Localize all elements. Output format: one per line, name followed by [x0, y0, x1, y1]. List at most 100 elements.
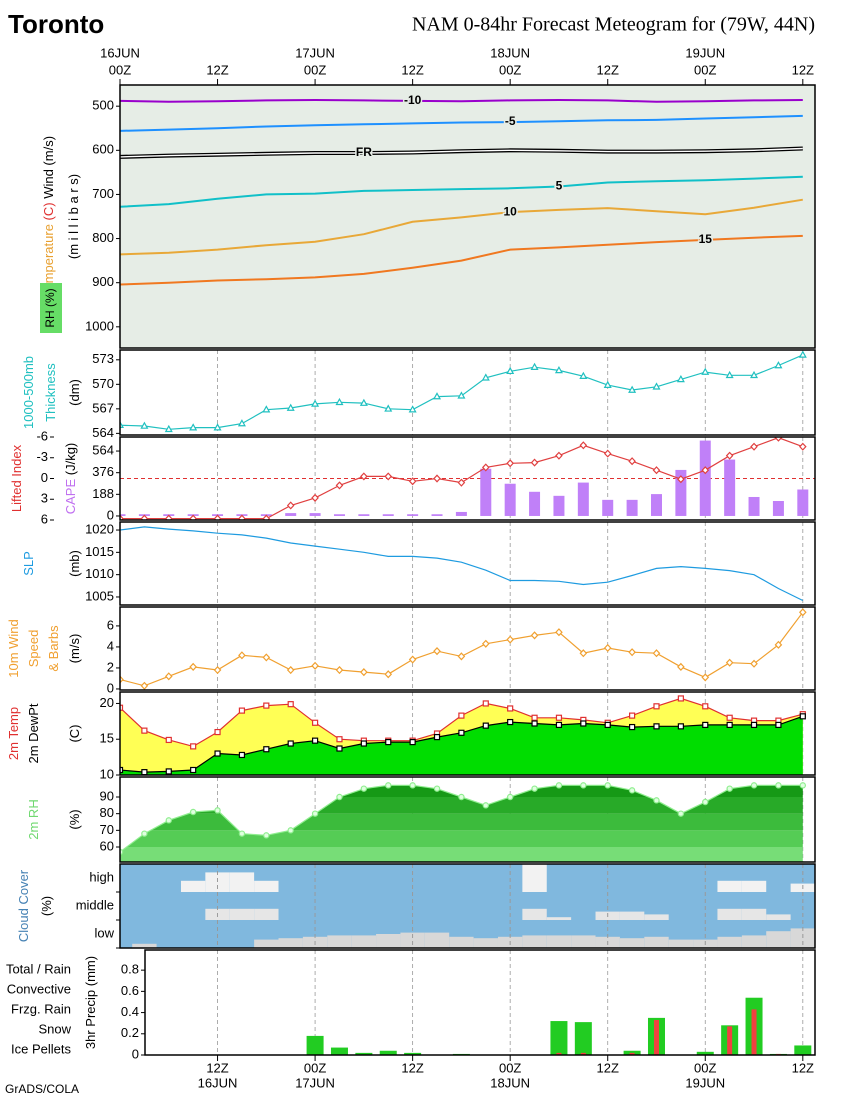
marker — [530, 362, 539, 370]
marker — [798, 608, 807, 617]
marker — [458, 793, 465, 801]
bottom-date-label: 19JUN — [685, 1075, 725, 1090]
marker — [799, 782, 807, 789]
area-band — [120, 847, 803, 862]
marker — [482, 722, 489, 729]
marker — [677, 475, 685, 484]
marker — [287, 827, 294, 834]
title: NAM 0-84hr Forecast Meteogram for (79W, … — [412, 14, 815, 36]
bar — [626, 499, 638, 516]
axis-title-part: 2m Temp — [6, 707, 21, 760]
axis-title: 3hr Precip (mm) — [83, 956, 98, 1049]
cloud-bar — [376, 934, 401, 948]
cloud-bar — [254, 880, 279, 892]
axis-title-part: 3hr Precip (mm) — [83, 956, 98, 1049]
cloud-level-label: middle — [76, 897, 114, 912]
marker — [190, 743, 197, 750]
precip-bar — [404, 1052, 422, 1055]
marker — [653, 723, 660, 730]
y-tick-label: 700 — [92, 186, 114, 201]
marker — [555, 714, 563, 721]
panel — [120, 522, 804, 605]
axis-title-part: (mb) — [67, 550, 82, 577]
top-tick-label: 00Z — [304, 62, 326, 77]
precip-bar — [556, 1052, 562, 1055]
panel-frame — [119, 863, 816, 949]
y-tick-label: 4 — [107, 638, 114, 653]
marker — [385, 782, 392, 789]
marker — [360, 740, 367, 747]
y-tick-label: 0.8 — [121, 962, 139, 977]
marker — [531, 785, 538, 792]
marker — [311, 493, 319, 502]
footer: GrADS/COLA — [5, 1082, 79, 1096]
y-tick-label: 1015 — [85, 544, 114, 559]
marker — [750, 659, 758, 668]
area-bands — [120, 785, 803, 862]
axis-title: 10m Wind — [6, 619, 21, 678]
marker — [164, 672, 173, 681]
axis-title: Temperature (C) Wind (m/s) — [41, 136, 56, 297]
marker — [262, 514, 271, 520]
marker — [482, 700, 489, 707]
marker — [458, 729, 465, 736]
y-tick-label: 0 — [107, 680, 114, 695]
marker — [141, 727, 148, 734]
marker — [336, 793, 343, 801]
location: Toronto — [8, 9, 104, 39]
marker — [555, 451, 563, 460]
panel-frame — [119, 521, 816, 606]
bottom-tick-label: 00Z — [694, 1060, 716, 1075]
marker — [189, 808, 197, 816]
cloud-bar — [254, 908, 279, 920]
marker — [580, 720, 587, 727]
axis-title: 2m DewPt — [26, 703, 41, 763]
marker — [140, 514, 149, 520]
marker — [120, 766, 124, 774]
bar — [407, 514, 419, 516]
panel-frame — [119, 436, 816, 521]
axis-title: (%) — [39, 896, 54, 916]
bottom-date-label: 17JUN — [295, 1075, 335, 1090]
marker — [311, 661, 319, 670]
marker — [262, 653, 271, 662]
cloud-bar — [473, 938, 498, 948]
marker — [384, 472, 393, 481]
axis-title-part: Speed — [26, 630, 41, 668]
axis-title: Lifted Index — [9, 444, 24, 512]
axis-title: SLP — [21, 551, 36, 576]
top-date-label: 19JUN — [685, 45, 725, 60]
bar — [480, 468, 492, 516]
axis-title-part: Thickness — [43, 363, 58, 422]
marker — [336, 745, 343, 752]
panel — [120, 864, 815, 948]
marker — [798, 350, 807, 358]
marker — [530, 458, 539, 467]
axis-title: (mb) — [67, 550, 82, 577]
isotherm-label: 5 — [556, 179, 563, 193]
y-tick-label: 800 — [92, 230, 114, 245]
marker — [482, 802, 489, 809]
top-tick-label: 00Z — [694, 62, 716, 77]
marker — [725, 370, 734, 379]
bar — [797, 489, 809, 516]
legend-entry: Snow — [38, 1021, 71, 1036]
axis-title-part: & Barbs — [46, 625, 61, 672]
y-tick-label: 1020 — [85, 521, 114, 536]
bar — [650, 494, 662, 516]
isotherm — [120, 198, 803, 256]
bar — [724, 459, 736, 516]
marker — [798, 442, 807, 451]
marker — [774, 361, 783, 369]
marker — [579, 371, 588, 379]
marker — [360, 785, 368, 792]
marker — [531, 720, 538, 727]
axis-title: Thickness — [43, 363, 58, 422]
isotherm — [120, 114, 803, 132]
top-date-label: 18JUN — [490, 45, 530, 60]
marker — [237, 419, 246, 427]
y-tick-label: 1010 — [85, 566, 114, 581]
marker — [214, 750, 221, 757]
isotherm-label: FR — [356, 145, 372, 159]
